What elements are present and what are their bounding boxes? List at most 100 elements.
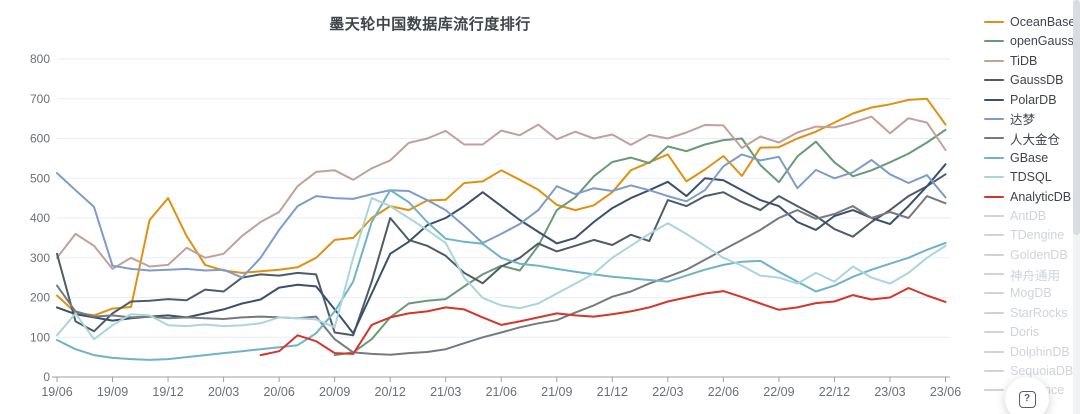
legend-item-TDSQL[interactable]: TDSQL bbox=[984, 170, 1075, 185]
series-line-OceanBase[interactable] bbox=[56, 97, 947, 317]
legend-swatch bbox=[984, 234, 1004, 237]
x-axis-label: 19/12 bbox=[152, 385, 183, 399]
legend-swatch bbox=[984, 117, 1004, 120]
y-axis-label: 700 bbox=[30, 92, 50, 106]
legend-swatch bbox=[984, 137, 1004, 140]
legend-label: DolphinDB bbox=[1010, 344, 1070, 359]
legend-item-AntDB[interactable]: AntDB bbox=[984, 208, 1075, 223]
legend-label: TDSQL bbox=[1010, 170, 1052, 185]
legend-swatch bbox=[984, 370, 1004, 373]
legend-swatch bbox=[984, 21, 1004, 23]
legend-label: Doris bbox=[1010, 325, 1040, 340]
legend-item-Doris[interactable]: Doris bbox=[984, 325, 1075, 340]
legend-item-TDengine[interactable]: TDengine bbox=[984, 228, 1075, 243]
y-axis-label: 300 bbox=[30, 251, 50, 265]
legend-swatch bbox=[984, 253, 1004, 256]
legend-label: MogDB bbox=[1010, 286, 1052, 301]
legend-label: PolarDB bbox=[1010, 92, 1057, 107]
y-axis-label: 200 bbox=[30, 291, 50, 305]
legend-swatch bbox=[984, 311, 1004, 314]
x-axis-label: 20/06 bbox=[263, 385, 294, 399]
y-axis-label: 600 bbox=[30, 132, 50, 146]
series-line-AnalyticDB[interactable] bbox=[259, 287, 947, 357]
x-axis-label: 23/06 bbox=[930, 385, 961, 399]
y-axis-label: 400 bbox=[30, 211, 50, 225]
legend-item-SequoiaDB[interactable]: SequoiaDB bbox=[984, 364, 1075, 379]
legend-swatch bbox=[984, 59, 1004, 62]
scrollbar-track[interactable] bbox=[1073, 0, 1080, 414]
legend-item-openGauss[interactable]: openGauss bbox=[984, 34, 1075, 49]
legend-label: GaussDB bbox=[1010, 73, 1064, 88]
legend-item-DolphinDB[interactable]: DolphinDB bbox=[984, 344, 1075, 359]
legend-item-TiDB[interactable]: TiDB bbox=[984, 53, 1075, 68]
legend-item-神舟通用[interactable]: 神舟通用 bbox=[984, 268, 1075, 283]
series-line-PolarDB[interactable] bbox=[56, 163, 947, 335]
legend-swatch bbox=[984, 176, 1004, 179]
legend-swatch bbox=[984, 195, 1004, 198]
x-axis-label: 22/06 bbox=[708, 385, 739, 399]
legend-label: AnalyticDB bbox=[1010, 189, 1072, 204]
legend-item-GaussDB[interactable]: GaussDB bbox=[984, 73, 1075, 88]
series-line-GBase[interactable] bbox=[56, 189, 947, 361]
legend-item-GoldenDB[interactable]: GoldenDB bbox=[984, 247, 1075, 262]
x-axis-label: 19/09 bbox=[97, 385, 128, 399]
legend-label: TiDB bbox=[1010, 53, 1038, 68]
y-axis-label: 100 bbox=[30, 330, 50, 344]
series-line-openGauss[interactable] bbox=[333, 128, 947, 357]
legend-item-人大金仓[interactable]: 人大金仓 bbox=[984, 132, 1075, 147]
legend-swatch bbox=[984, 214, 1004, 217]
legend-label: 人大金仓 bbox=[1010, 132, 1061, 147]
y-axis-label: 800 bbox=[30, 52, 50, 66]
series-line-人大金仓[interactable] bbox=[56, 195, 947, 356]
x-axis-label: 22/09 bbox=[763, 385, 794, 399]
legend-label: OceanBase bbox=[1010, 15, 1076, 29]
series-line-TDSQL[interactable] bbox=[56, 197, 947, 341]
legend-label: GoldenDB bbox=[1010, 247, 1068, 262]
series-line-达梦[interactable] bbox=[56, 153, 947, 279]
x-axis-label: 19/06 bbox=[41, 385, 72, 399]
legend-swatch bbox=[984, 40, 1004, 43]
legend-item-AnalyticDB[interactable]: AnalyticDB bbox=[984, 189, 1075, 204]
legend-item-达梦[interactable]: 达梦 bbox=[984, 113, 1075, 127]
x-axis-label: 20/03 bbox=[208, 385, 239, 399]
legend-item-StarRocks[interactable]: StarRocks bbox=[984, 305, 1075, 320]
legend-item-PolarDB[interactable]: PolarDB bbox=[984, 92, 1075, 107]
x-axis-label: 21/09 bbox=[541, 385, 572, 399]
legend-swatch bbox=[984, 273, 1004, 276]
y-axis-label: 0 bbox=[43, 370, 50, 384]
question-icon: ? bbox=[1018, 390, 1036, 408]
x-axis-label: 21/12 bbox=[597, 385, 628, 399]
y-axis-label: 500 bbox=[30, 171, 50, 185]
x-axis-label: 23/03 bbox=[874, 385, 905, 399]
page-title: 墨天轮中国数据库流行度排行 bbox=[329, 16, 531, 33]
legend-label: TDengine bbox=[1010, 228, 1065, 243]
legend-label: SequoiaDB bbox=[1010, 364, 1074, 379]
legend-swatch bbox=[984, 292, 1004, 295]
legend-item-GBase[interactable]: GBase bbox=[984, 150, 1075, 165]
legend-swatch bbox=[984, 331, 1004, 334]
series-line-GaussDB[interactable] bbox=[56, 173, 947, 337]
legend-swatch bbox=[984, 79, 1004, 82]
legend-label: GBase bbox=[1010, 150, 1049, 165]
legend-swatch bbox=[984, 350, 1004, 353]
legend-label: 神舟通用 bbox=[1010, 268, 1061, 283]
legend-item-OceanBase[interactable]: OceanBase bbox=[984, 15, 1076, 29]
legend-swatch bbox=[984, 156, 1004, 159]
series-line-TiDB[interactable] bbox=[56, 115, 947, 270]
x-axis-label: 21/06 bbox=[486, 385, 517, 399]
help-button[interactable]: ? bbox=[1005, 377, 1049, 414]
legend-item-MogDB[interactable]: MogDB bbox=[984, 286, 1075, 301]
chart-legend: OceanBase openGauss TiDB GaussDB PolarDB 达梦人大… bbox=[984, 15, 1076, 397]
x-axis-label: 20/09 bbox=[319, 385, 350, 399]
legend-swatch bbox=[984, 98, 1004, 101]
legend-label: StarRocks bbox=[1010, 305, 1068, 320]
legend-label: openGauss bbox=[1010, 34, 1074, 49]
x-axis-label: 21/03 bbox=[430, 385, 461, 399]
x-axis-label: 22/12 bbox=[819, 385, 850, 399]
x-axis-label: 20/12 bbox=[375, 385, 406, 399]
x-axis-label: 22/03 bbox=[652, 385, 683, 399]
legend-swatch bbox=[984, 389, 1004, 392]
legend-label: AntDB bbox=[1010, 208, 1047, 223]
scrollbar-thumb[interactable] bbox=[1073, 0, 1080, 235]
